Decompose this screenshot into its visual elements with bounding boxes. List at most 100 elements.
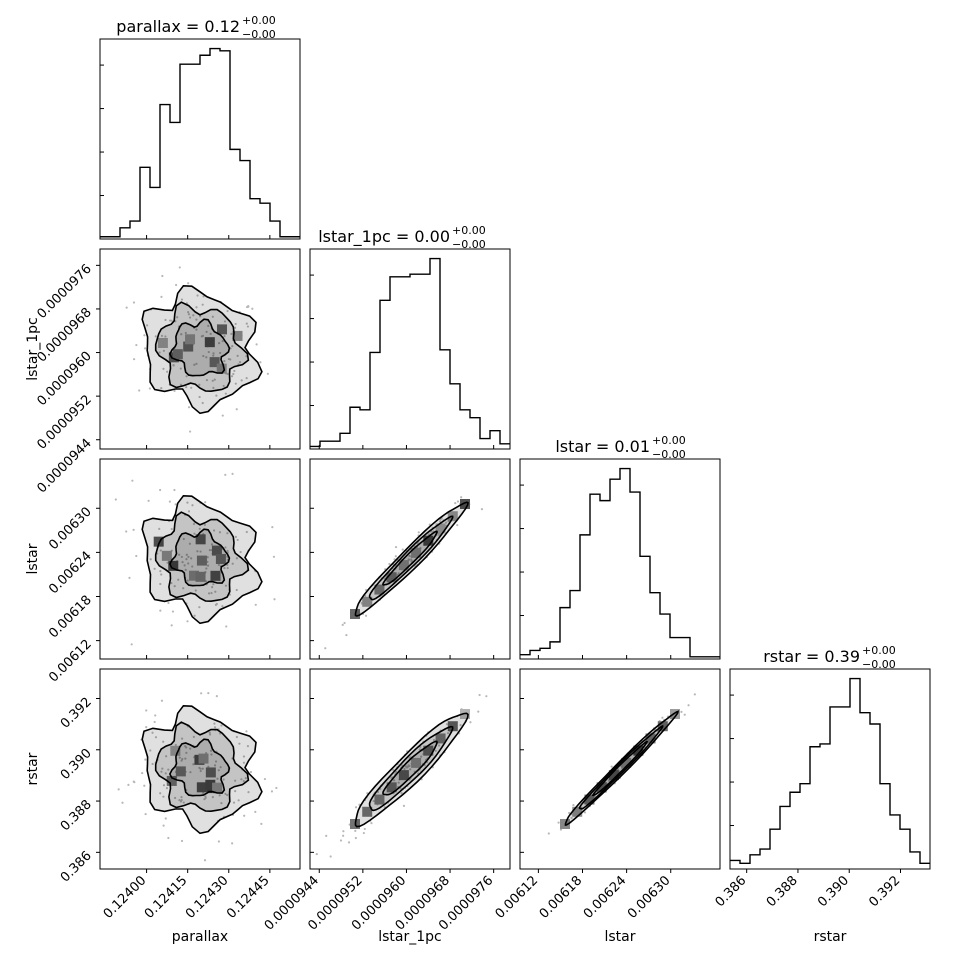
density-cell: [204, 337, 215, 348]
scatter-point: [204, 795, 207, 798]
scatter-point: [364, 614, 368, 617]
diag-title-lstar-1pc: lstar_1pc = 0.00 +0.00 −0.00: [318, 224, 486, 251]
scatter-point: [200, 335, 203, 338]
scatter-point: [235, 408, 238, 411]
scatter-point: [217, 563, 220, 567]
panel-lstar-vs-lstar_1pc: [309, 458, 511, 660]
scatter-point: [174, 743, 177, 747]
scatter-point: [395, 770, 398, 774]
density-cell: [153, 536, 164, 547]
density-cell: [195, 534, 206, 545]
scatter-point: [207, 765, 210, 768]
scatter-point: [400, 792, 403, 795]
scatter-point: [180, 737, 184, 740]
scatter-point: [271, 526, 274, 529]
contour-level-3: [141, 494, 263, 625]
scatter-point: [199, 315, 202, 318]
scatter-point: [208, 733, 212, 736]
scatter-point: [272, 555, 276, 558]
scatter-point: [191, 565, 194, 568]
scatter-point: [158, 527, 161, 530]
scatter-point: [189, 430, 192, 433]
scatter-point: [185, 558, 188, 561]
scatter-point: [187, 562, 190, 565]
scatter-point: [180, 795, 183, 799]
scatter-point: [245, 730, 248, 733]
xtick-label-parallax: 0.12430: [183, 873, 232, 922]
density-cell: [645, 733, 656, 744]
scatter-point: [149, 749, 152, 752]
scatter-point: [245, 377, 248, 380]
scatter-point: [402, 804, 406, 807]
scatter-point: [164, 318, 167, 322]
density-cell: [362, 596, 373, 607]
scatter-point: [237, 799, 240, 802]
scatter-point: [180, 333, 183, 336]
scatter-point: [220, 724, 223, 727]
ytick-label-rstar: 0.386: [58, 849, 95, 886]
scatter-point: [154, 736, 158, 739]
density-cell: [212, 782, 223, 793]
title-lstar: lstar = 0.01: [555, 437, 650, 456]
scatter-point: [199, 767, 202, 770]
scatter-point: [221, 340, 224, 343]
scatter-point: [170, 624, 173, 627]
scatter-point: [226, 566, 229, 570]
scatter-point: [164, 335, 167, 338]
scatter-point: [345, 633, 348, 637]
scatter-point: [343, 621, 346, 625]
scatter-point: [234, 535, 238, 538]
scatter-point: [238, 361, 242, 364]
scatter-point: [209, 749, 213, 752]
scatter-point: [135, 554, 138, 558]
scatter-point: [212, 529, 216, 532]
title-parallax: parallax = 0.12: [116, 17, 240, 36]
scatter-point: [186, 501, 189, 504]
density-cell: [621, 757, 632, 768]
scatter-point: [219, 351, 222, 355]
scatter-point: [145, 709, 148, 712]
ylabel-lstar-1pc: lstar_1pc: [25, 317, 41, 381]
scatter-point: [145, 324, 149, 327]
scatter-point: [231, 472, 234, 476]
density-cell: [196, 555, 207, 566]
scatter-point: [189, 771, 192, 774]
scatter-point: [185, 746, 188, 749]
scatter-point: [469, 721, 472, 724]
scatter-point: [213, 722, 216, 725]
scatter-point: [249, 770, 253, 774]
scatter-point: [145, 725, 148, 729]
scatter-point: [215, 695, 218, 698]
scatter-point: [407, 558, 410, 561]
scatter-point: [180, 555, 183, 559]
density-cell: [633, 745, 644, 756]
density-cell: [183, 341, 194, 352]
scatter-point: [144, 812, 147, 816]
scatter-point: [233, 369, 236, 373]
scatter-point: [186, 579, 189, 582]
scatter-point: [172, 364, 175, 367]
density-cell: [411, 547, 422, 558]
scatter-point: [177, 578, 180, 581]
scatter-point: [235, 588, 238, 592]
scatter-point: [160, 699, 164, 702]
scatter-point: [247, 305, 250, 308]
density-cell: [168, 560, 179, 571]
scatter-point: [342, 834, 345, 837]
scatter-point: [184, 757, 187, 760]
contour-level-3: [141, 284, 263, 415]
xtick-label-parallax: 0.12400: [101, 873, 150, 922]
scatter-point: [446, 732, 450, 735]
xtick-label-lstar: 0.00612: [493, 873, 542, 922]
scatter-point: [242, 755, 246, 758]
scatter-point: [144, 758, 147, 761]
scatter-point: [246, 745, 250, 748]
scatter-point: [178, 799, 181, 802]
scatter-point: [680, 710, 683, 713]
scatter-point: [235, 735, 238, 739]
scatter-point: [187, 510, 191, 513]
scatter-point: [222, 384, 225, 388]
scatter-point: [191, 504, 194, 507]
density-cell: [423, 535, 434, 546]
